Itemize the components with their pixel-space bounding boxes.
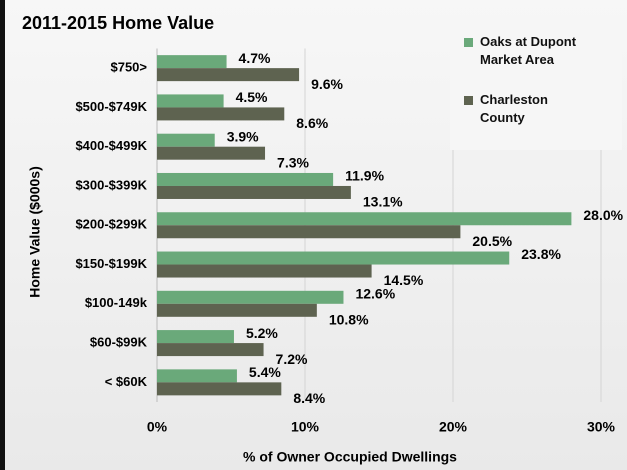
y-tick-label: $200-$299K (75, 217, 147, 232)
y-tick-label: < $60K (105, 374, 148, 389)
y-tick-label: $60-$99K (90, 335, 148, 350)
x-axis-label: % of Owner Occupied Dwellings (243, 449, 457, 465)
bar (157, 212, 572, 226)
y-tick-label: $750> (110, 60, 147, 75)
legend-label: Charleston County (480, 92, 548, 125)
y-axis-label: Home Value ($000s) (27, 166, 43, 298)
edge-strip (0, 0, 5, 470)
legend-swatch (464, 38, 473, 47)
bar (157, 330, 234, 344)
y-tick-label: $500-$749K (75, 99, 147, 114)
data-label: 5.4% (249, 364, 281, 380)
bar (157, 133, 215, 147)
data-label: 9.6% (311, 76, 343, 92)
bar (157, 290, 344, 304)
data-label: 23.8% (521, 246, 561, 262)
data-label: 4.7% (239, 50, 271, 66)
data-label: 4.5% (236, 89, 268, 105)
data-label: 28.0% (583, 207, 623, 223)
y-tick-label: $400-$499K (75, 138, 147, 153)
y-tick-label: $100-149k (85, 295, 148, 310)
data-label: 5.2% (246, 325, 278, 341)
x-tick-label: 0% (147, 419, 168, 435)
bar (157, 172, 334, 186)
data-label: 10.8% (329, 312, 369, 328)
data-label: 20.5% (472, 233, 512, 249)
bar (157, 107, 285, 121)
y-tick-label: $150-$199K (75, 256, 147, 271)
x-tick-label: 10% (291, 419, 320, 435)
x-tick-label: 20% (439, 419, 468, 435)
data-label: 7.3% (277, 154, 309, 170)
data-label: 3.9% (227, 128, 259, 144)
bar (157, 55, 227, 69)
legend-label: Oaks at Dupont Market Area (480, 34, 577, 67)
data-label: 13.1% (363, 194, 403, 210)
data-label: 12.6% (355, 286, 395, 302)
bar (157, 185, 351, 199)
bar (157, 382, 282, 396)
chart-title: 2011-2015 Home Value (22, 13, 214, 33)
data-label: 11.9% (345, 168, 384, 184)
data-label: 7.2% (276, 351, 308, 367)
bar (157, 94, 224, 108)
bar (157, 369, 237, 383)
x-tick-label: 30% (587, 419, 616, 435)
bar (157, 251, 510, 265)
bar (157, 343, 264, 357)
bar (157, 146, 266, 160)
bar (157, 225, 461, 239)
data-label: 14.5% (384, 272, 424, 288)
data-label: 8.6% (296, 115, 328, 131)
bar (157, 303, 317, 317)
bar (157, 264, 372, 278)
bar (157, 68, 300, 82)
data-label: 8.4% (293, 390, 325, 406)
legend-box (450, 28, 622, 150)
legend-swatch (464, 96, 473, 105)
y-tick-label: $300-$399K (75, 177, 147, 192)
